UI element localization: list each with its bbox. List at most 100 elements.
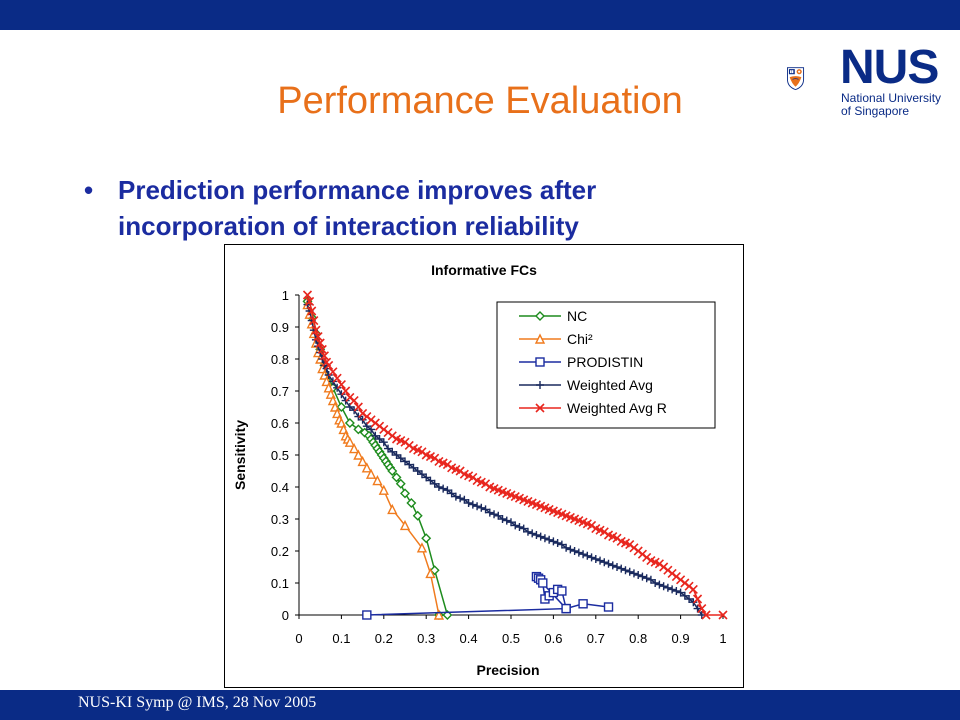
data-point: [391, 472, 402, 483]
data-point: [511, 521, 520, 530]
slide-title: Performance Evaluation: [277, 80, 683, 122]
data-point: [528, 529, 537, 538]
legend: NC Chi² PRODISTIN Weighted Avg Weighted Avg …: [496, 301, 716, 429]
data-point: [574, 548, 583, 557]
data-point: [604, 559, 613, 568]
x-tick-label: 0.6: [544, 631, 562, 646]
data-point: [429, 565, 440, 576]
data-point: [365, 468, 377, 479]
data-point: [692, 594, 703, 604]
legend-swatch-marker: [535, 357, 545, 367]
data-point: [371, 431, 380, 440]
y-tick-label: 1: [282, 288, 289, 303]
data-point: [305, 296, 315, 306]
x-tick-label: 0.2: [375, 631, 393, 646]
data-point: [302, 290, 313, 300]
data-point: [421, 533, 432, 544]
data-point: [676, 588, 685, 597]
data-point: [578, 599, 588, 609]
data-point: [485, 508, 494, 517]
data-point: [341, 386, 351, 396]
data-point: [646, 575, 655, 584]
data-point: [680, 591, 689, 600]
legend-swatch-marker: [535, 403, 545, 413]
data-point: [409, 463, 418, 472]
data-point: [629, 569, 638, 578]
data-point: [406, 498, 417, 508]
series-line: [306, 301, 449, 616]
data-point: [378, 484, 389, 495]
y-tick-label: 0.2: [271, 544, 289, 559]
series-weighted-avg-r: [302, 290, 728, 620]
series-chi-: [302, 299, 445, 620]
data-point: [502, 516, 511, 525]
data-point: [613, 563, 621, 571]
data-point: [344, 436, 356, 447]
data-point: [583, 551, 592, 560]
data-point: [353, 424, 364, 435]
data-point: [336, 402, 347, 412]
data-point: [668, 585, 677, 594]
bullet-text: Prediction performance improves after in…: [118, 175, 597, 241]
data-point: [412, 510, 423, 521]
data-point: [490, 510, 499, 519]
data-point: [538, 578, 548, 588]
data-point: [384, 444, 393, 453]
data-point: [536, 532, 545, 541]
bottom-bar: [0, 690, 960, 720]
series-group: [302, 290, 728, 620]
data-point: [396, 454, 405, 463]
data-point: [557, 586, 567, 596]
data-point: [634, 571, 643, 579]
data-point: [401, 457, 409, 466]
data-point: [328, 367, 338, 377]
data-point: [375, 435, 384, 443]
data-point: [324, 360, 334, 370]
y-tick-label: 0.9: [271, 320, 289, 335]
data-point: [693, 604, 702, 613]
data-point: [422, 473, 431, 482]
data-point: [562, 543, 571, 552]
data-point: [372, 475, 383, 486]
y-tick-label: 0.8: [271, 352, 289, 367]
legend-label: Weighted Avg: [567, 377, 653, 393]
y-tick-label: 0.6: [271, 416, 289, 431]
x-tick-label: 0: [295, 631, 302, 646]
series-line: [366, 576, 609, 616]
data-point: [405, 460, 414, 469]
data-point: [433, 609, 445, 620]
data-point: [642, 574, 651, 583]
data-point: [718, 610, 728, 620]
data-point: [451, 492, 460, 501]
data-point: [357, 455, 368, 467]
data-point: [557, 540, 566, 549]
data-point: [545, 535, 554, 544]
data-point: [566, 545, 575, 554]
data-point: [430, 479, 439, 488]
x-tick-label: 0.1: [332, 631, 350, 646]
data-point: [395, 478, 406, 489]
data-point: [387, 503, 398, 515]
data-point: [600, 558, 609, 567]
data-point: [621, 566, 630, 575]
data-point: [388, 447, 397, 456]
data-point: [336, 380, 346, 390]
data-point: [498, 515, 507, 523]
data-point: [348, 443, 360, 454]
data-point: [361, 462, 372, 473]
legend-swatch-marker: [534, 333, 546, 344]
data-point: [387, 466, 398, 476]
data-point: [651, 579, 660, 587]
data-point: [685, 595, 694, 603]
data-point: [313, 332, 323, 342]
data-point: [473, 502, 482, 511]
footer-text: NUS-KI Symp @ IMS, 28 Nov 2005: [78, 694, 317, 711]
data-point: [617, 564, 626, 573]
data-point: [507, 518, 515, 527]
legend-swatch-marker: [536, 381, 544, 389]
data-point: [379, 438, 388, 447]
y-tick-label: 0: [282, 608, 289, 623]
x-tick-label: 0.9: [672, 631, 690, 646]
data-point: [591, 555, 600, 563]
